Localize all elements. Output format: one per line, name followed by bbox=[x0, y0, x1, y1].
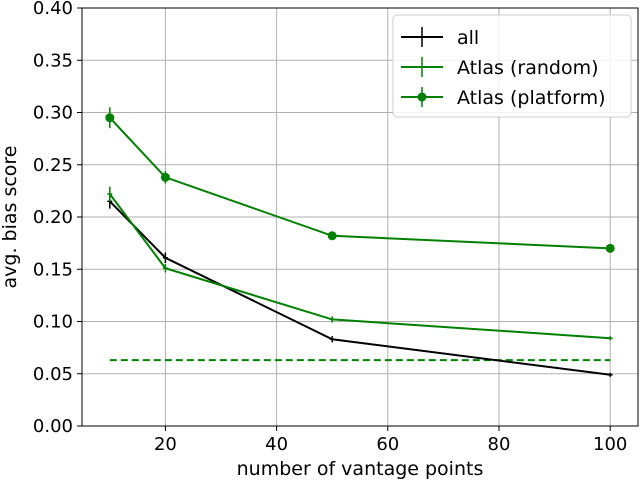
legend-box bbox=[392, 14, 632, 118]
legend-label: all bbox=[457, 27, 479, 49]
series-layer bbox=[105, 107, 615, 377]
y-tick-label: 0.10 bbox=[33, 312, 73, 333]
x-tick-label: 60 bbox=[376, 434, 399, 455]
data-point bbox=[605, 243, 615, 253]
legend-label: Atlas (platform) bbox=[457, 87, 606, 109]
y-tick-label: 0.15 bbox=[33, 259, 73, 280]
series-line bbox=[109, 117, 611, 250]
data-point bbox=[327, 231, 337, 241]
x-tick-label: 100 bbox=[593, 434, 627, 455]
y-tick-layer: 0.00 0.05 0.10 0.15 0.20 0.25 0.30 0.35 0.40 bbox=[33, 0, 82, 437]
legend: all Atlas (random) Atlas (platform) bbox=[392, 14, 632, 118]
x-tick-label: 20 bbox=[154, 434, 177, 455]
series-line bbox=[109, 200, 611, 376]
x-tick-layer: 20 40 60 80 100 bbox=[154, 426, 627, 455]
y-tick-label: 0.00 bbox=[33, 416, 73, 437]
series-atlas-random bbox=[107, 186, 613, 341]
y-tick-label: 0.35 bbox=[33, 50, 73, 71]
x-axis-title: number of vantage points bbox=[237, 458, 484, 480]
legend-marker bbox=[417, 92, 427, 102]
y-axis-title: avg. bias score bbox=[0, 145, 21, 288]
series-line bbox=[108, 193, 611, 340]
series-atlas-platform bbox=[105, 107, 615, 253]
y-tick-label: 0.05 bbox=[33, 364, 73, 385]
y-tick-label: 0.25 bbox=[33, 155, 73, 176]
y-tick-label: 0.40 bbox=[33, 0, 73, 19]
data-point bbox=[160, 172, 170, 182]
x-tick-label: 40 bbox=[265, 434, 288, 455]
legend-label: Atlas (random) bbox=[457, 57, 599, 79]
data-point bbox=[105, 113, 115, 123]
series-all bbox=[107, 194, 613, 377]
y-tick-label: 0.20 bbox=[33, 207, 73, 228]
y-tick-label: 0.30 bbox=[33, 103, 73, 124]
x-tick-label: 80 bbox=[488, 434, 511, 455]
